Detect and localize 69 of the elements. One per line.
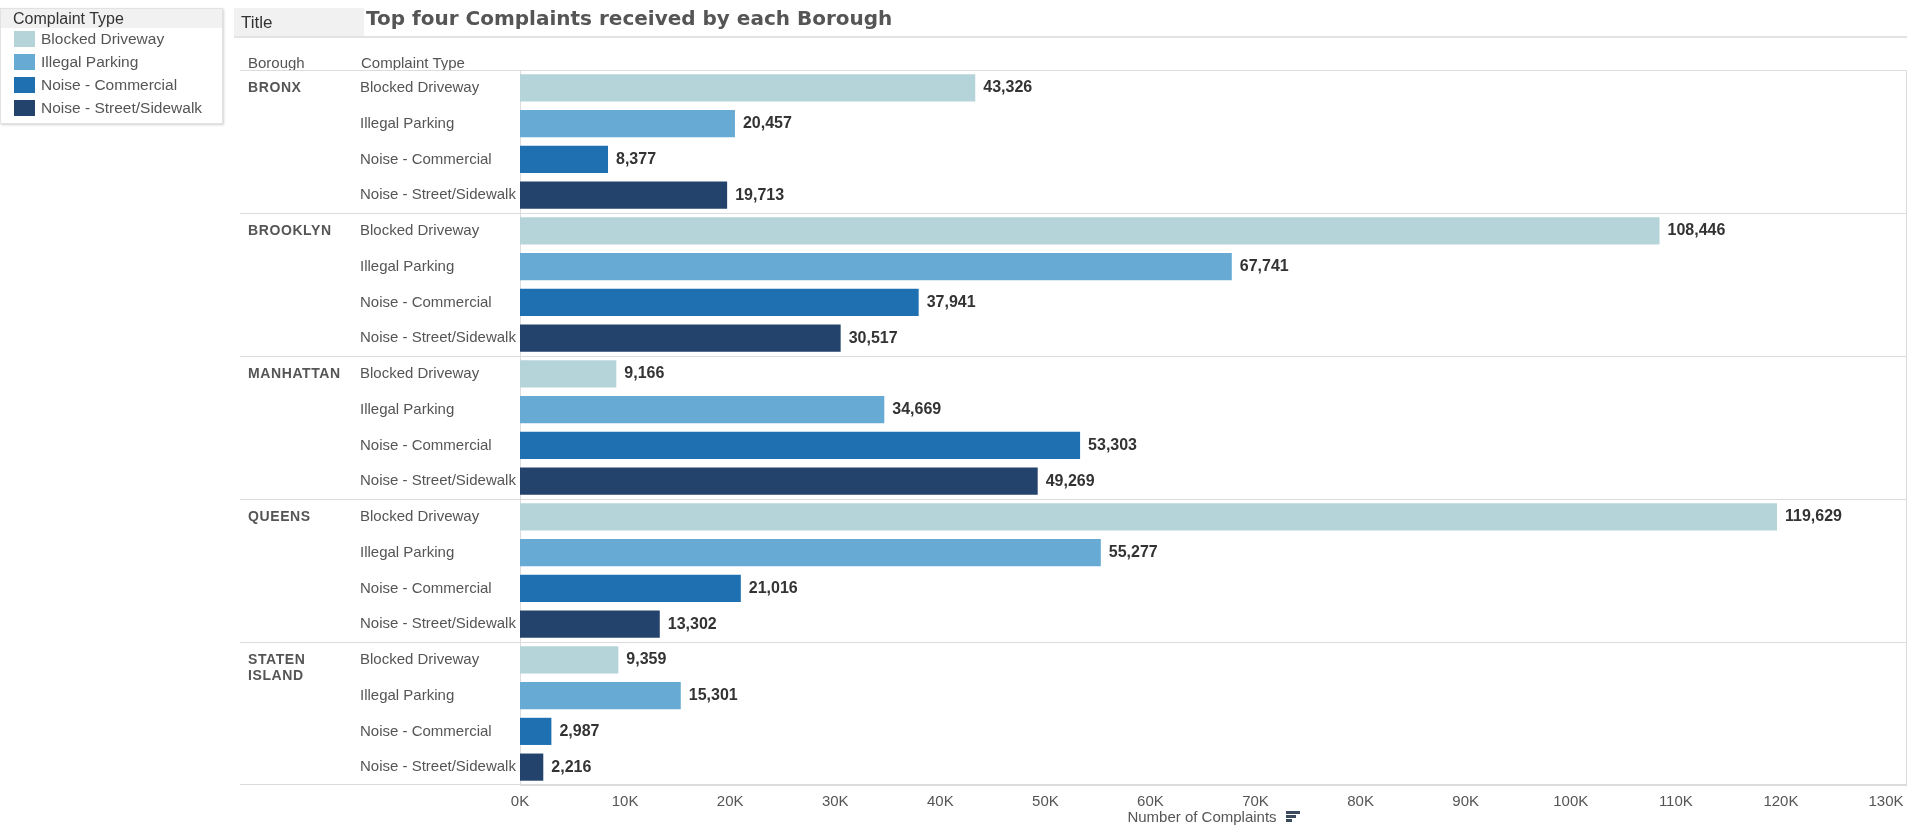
text: Borough xyxy=(248,54,305,71)
legend-label: Noise - Street/Sidewalk xyxy=(41,99,203,117)
x-tick-label: 60K xyxy=(1137,792,1164,810)
data-label: 13,302 xyxy=(667,614,717,632)
data-label: 43,326 xyxy=(983,78,1033,96)
x-tick-label: 80K xyxy=(1347,792,1374,810)
y-tick-label: Illegal Parking xyxy=(360,256,455,274)
x-tick-label: 50K xyxy=(1032,792,1059,810)
x-axis-title: Number of Complaints xyxy=(1127,807,1277,825)
x-tick-label: 10K xyxy=(611,792,639,810)
x-tick-label: 30K xyxy=(821,792,849,810)
data-label: 2,216 xyxy=(551,757,592,775)
legend-label: Blocked Driveway xyxy=(41,30,165,48)
text: Title xyxy=(234,8,364,36)
data-label: 30,517 xyxy=(848,328,898,346)
y-tick-label: Illegal Parking xyxy=(360,399,455,417)
data-label: 49,269 xyxy=(1045,471,1095,489)
y-tick-label: Noise - Commercial xyxy=(360,578,492,596)
y-tick-label: Blocked Driveway xyxy=(360,364,480,382)
legend-label: Noise - Commercial xyxy=(41,76,178,94)
y-tick-label: Noise - Commercial xyxy=(360,149,492,167)
y-tick-label: Blocked Driveway xyxy=(360,650,480,668)
x-tick-label: 110K xyxy=(1658,792,1693,810)
x-tick-label: 40K xyxy=(926,792,954,810)
y-tick-label: Noise - Street/Sidewalk xyxy=(360,614,517,632)
y-tick-label: Noise - Street/Sidewalk xyxy=(360,185,517,203)
data-label: 19,713 xyxy=(735,185,785,203)
data-label: 9,166 xyxy=(624,364,665,382)
y-tick-label: Noise - Commercial xyxy=(360,435,492,453)
chart-title: Top four Complaints received by each Borough xyxy=(366,5,893,32)
y-tick-label: Noise - Street/Sidewalk xyxy=(360,471,517,489)
y-axis-title: BRONX xyxy=(248,79,303,95)
y-tick-label: Noise - Street/Sidewalk xyxy=(360,757,517,775)
data-label: 2,987 xyxy=(559,721,600,739)
data-label: 20,457 xyxy=(742,114,792,132)
data-label: 108,446 xyxy=(1667,221,1726,239)
data-label: 34,669 xyxy=(892,400,942,418)
y-axis-title: STATEN ISLAND xyxy=(248,651,307,683)
y-tick-label: Illegal Parking xyxy=(360,685,455,703)
y-axis-title: QUEENS xyxy=(248,508,312,524)
data-label: 15,301 xyxy=(688,686,738,704)
x-tick-label: 130K xyxy=(1868,792,1904,810)
data-label: 119,629 xyxy=(1785,507,1843,525)
y-tick-label: Noise - Street/Sidewalk xyxy=(360,328,517,346)
x-tick-label: 70K xyxy=(1242,792,1269,810)
data-label: 37,941 xyxy=(926,292,976,310)
data-label: 67,741 xyxy=(1239,257,1289,275)
data-label: 8,377 xyxy=(616,149,657,167)
data-label: 21,016 xyxy=(748,578,798,596)
y-tick-label: Blocked Driveway xyxy=(360,507,480,525)
data-label: 9,359 xyxy=(626,650,667,668)
data-label: 53,303 xyxy=(1088,435,1138,453)
legend-title: Complaint Type xyxy=(1,9,222,28)
x-tick-label: 120K xyxy=(1763,792,1799,810)
x-tick-label: 100K xyxy=(1553,792,1589,810)
y-axis-title: BROOKLYN xyxy=(248,222,333,238)
legend-label: Illegal Parking xyxy=(41,53,139,71)
y-tick-label: Noise - Commercial xyxy=(360,721,492,739)
y-tick-label: Blocked Driveway xyxy=(360,221,480,239)
y-axis-title: MANHATTAN xyxy=(248,365,342,381)
y-tick-label: Illegal Parking xyxy=(360,542,455,560)
y-tick-label: Noise - Commercial xyxy=(360,292,492,310)
x-tick-label: 0K xyxy=(510,792,530,810)
x-tick-label: 90K xyxy=(1452,792,1480,810)
y-tick-label: Illegal Parking xyxy=(360,113,455,131)
y-tick-label: Blocked Driveway xyxy=(360,78,480,96)
data-label: 55,277 xyxy=(1108,543,1158,561)
x-tick-label: 20K xyxy=(716,792,744,810)
text: Complaint Type xyxy=(361,54,465,71)
